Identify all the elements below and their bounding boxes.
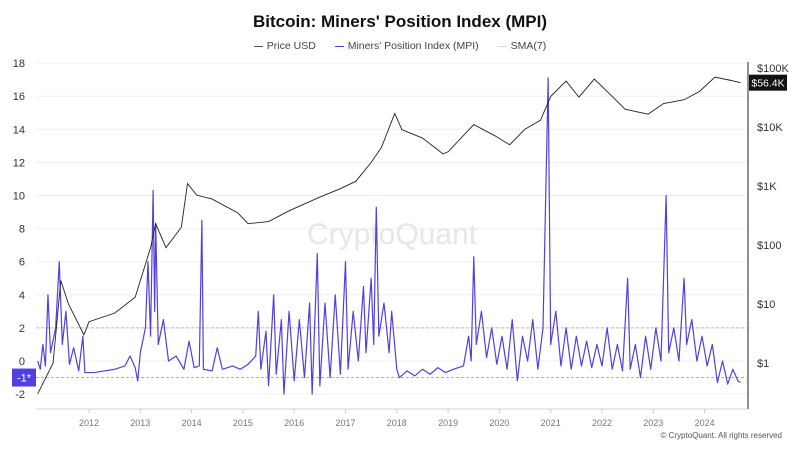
x-tick-label: 2023 <box>643 418 663 428</box>
x-tick-label: 2021 <box>541 418 561 428</box>
x-tick-label: 2015 <box>233 418 253 428</box>
left-tick-label: 2 <box>19 323 25 335</box>
left-tick-label: 14 <box>13 124 25 136</box>
left-tick-label: 8 <box>19 224 25 236</box>
left-tick-label: 0 <box>19 356 25 368</box>
right-tick-label: $10K <box>757 122 783 134</box>
left-tick-label: 18 <box>13 58 25 70</box>
legend-swatch <box>334 45 344 47</box>
chart-title: Bitcoin: Miners' Position Index (MPI) <box>253 12 547 31</box>
right-tick-label: $1 <box>757 358 769 370</box>
left-tick-label: 12 <box>13 157 25 169</box>
x-tick-label: 2016 <box>284 418 304 428</box>
legend-label: Miners' Position Index (MPI) <box>347 40 479 53</box>
right-tick-label: $100K <box>757 63 789 75</box>
legend-label: Price USD <box>266 40 316 53</box>
left-tick-label: 6 <box>19 257 25 269</box>
current-price-label: $56.4K <box>751 78 784 90</box>
right-tick-label: $1K <box>757 181 777 193</box>
watermark: CryptoQuant <box>307 218 478 251</box>
left-tick-label: -1* <box>17 373 32 385</box>
right-tick-label: $100 <box>757 240 781 252</box>
legend-label: SMA(7) <box>510 40 547 53</box>
copyright: © CryptoQuant. All rights reserved <box>660 431 783 440</box>
left-tick-label: -2 <box>15 389 25 401</box>
x-tick-label: 2022 <box>592 418 612 428</box>
legend-item-mpi[interactable]: Miners' Position Index (MPI) <box>334 40 479 53</box>
mpi-line <box>37 77 741 395</box>
legend-item-price[interactable]: Price USD <box>253 40 316 53</box>
legend-item-sma[interactable]: SMA(7) <box>497 40 547 53</box>
current-price-box <box>749 74 787 91</box>
x-tick-label: 2012 <box>79 418 99 428</box>
x-tick-label: 2020 <box>489 418 509 428</box>
x-tick-label: 2017 <box>335 418 355 428</box>
x-tick-label: 2018 <box>387 418 407 428</box>
x-tick-label: 2014 <box>182 418 202 428</box>
x-tick-label: 2024 <box>695 418 715 428</box>
legend-swatch <box>497 45 507 47</box>
left-tick-label: 10 <box>13 191 25 203</box>
x-tick-label: 2013 <box>130 418 150 428</box>
legend: Price USD Miners' Position Index (MPI) S… <box>0 38 800 52</box>
price-line <box>37 76 741 395</box>
right-tick-label: $10 <box>757 299 775 311</box>
highlight-label-box <box>12 368 36 387</box>
x-tick-label: 2019 <box>438 418 458 428</box>
left-tick-label: 4 <box>19 290 25 302</box>
legend-swatch <box>253 45 263 47</box>
left-tick-label: 16 <box>13 91 25 103</box>
